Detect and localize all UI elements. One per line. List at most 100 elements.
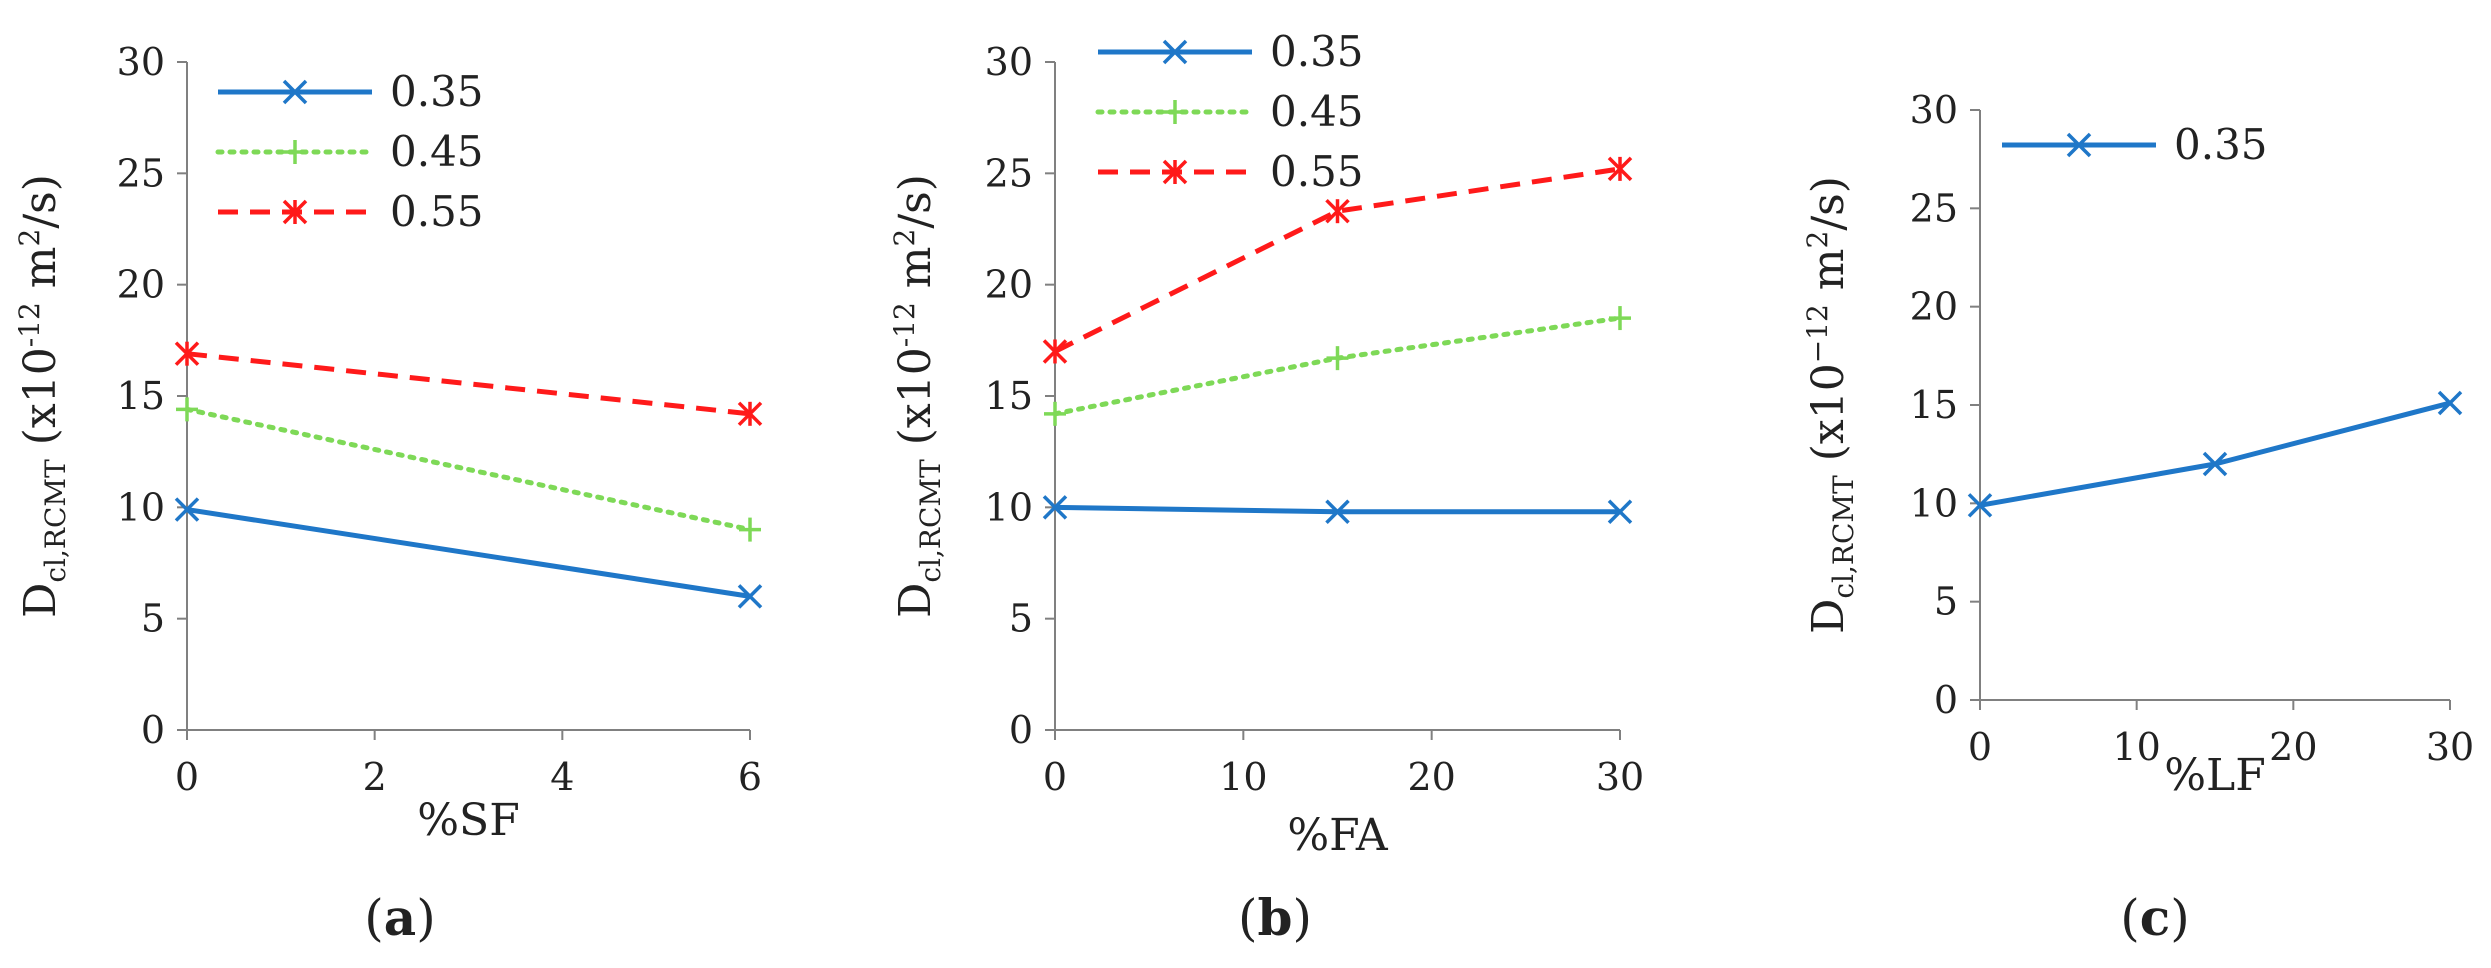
y-axis-title-subscript: cl,RCMT: [1827, 475, 1860, 599]
x-tick-label: 10: [2112, 725, 2160, 769]
data-point: [737, 584, 763, 609]
data-point: [1326, 346, 1349, 371]
series-0.55: [174, 341, 763, 427]
panel-label-open: (: [1238, 889, 1258, 947]
panel-label-open: (: [2120, 889, 2140, 947]
legend-label: 0.55: [390, 187, 484, 236]
data-point: [176, 397, 198, 422]
y-tick-label: 5: [1934, 580, 1958, 624]
y-axis-title-exponent: -12: [13, 302, 46, 347]
y-axis-title-square: 2: [13, 229, 46, 247]
y-tick-label: 15: [1910, 383, 1958, 427]
legend-item: 0.35: [218, 67, 484, 116]
panel-label-close: ): [1292, 889, 1312, 947]
x-tick-label: 20: [1407, 755, 1455, 799]
y-tick-label: 20: [985, 263, 1033, 307]
y-axis-title-square: 2: [1801, 231, 1834, 249]
data-point: [737, 401, 763, 427]
data-point: [1967, 493, 1993, 518]
y-tick-label: 30: [117, 40, 165, 84]
data-point: [174, 341, 200, 366]
data-point: [1607, 156, 1633, 182]
y-axis-title-unit: (x10: [890, 347, 941, 459]
data-point: [174, 497, 200, 522]
data-point: [1042, 339, 1068, 364]
y-axis-title-unit: (x10: [15, 347, 66, 459]
legend-label: 0.55: [1270, 147, 1364, 196]
y-tick-label: 0: [1009, 708, 1033, 752]
y-tick-label: 25: [1910, 186, 1958, 230]
legend-marker: [2066, 132, 2092, 158]
panel-label-letter: c: [2140, 888, 2170, 947]
y-axis-title: Dcl,RCMT (x10−12 m2/s): [1801, 176, 1860, 634]
y-axis-title-unit-end: /s): [890, 174, 941, 229]
series-0.35: [1042, 495, 1633, 525]
panel-label: (a): [364, 888, 435, 947]
chart-panel-b: 0 5 10 15 20 25 30 0 10 20 30 %FA Dcl,RCMT (x10-12 m…: [888, 27, 1644, 947]
y-axis-title: Dcl,RCMT (x10-12 m2/s): [13, 174, 72, 618]
series-line: [186, 507, 751, 599]
y-axis-title-unit-end: /s): [15, 174, 66, 229]
y-tick-label: 30: [1910, 88, 1958, 132]
panel-label-close: ): [2170, 889, 2190, 947]
x-tick-label: 30: [2426, 725, 2474, 769]
data-point: [1042, 495, 1068, 520]
y-axis-title-main: D: [15, 583, 66, 618]
legend-marker: [1164, 100, 1186, 124]
data-point: [2202, 451, 2228, 477]
x-tick-label: 0: [1968, 725, 1992, 769]
panel-label-letter: a: [384, 888, 416, 947]
y-tick-label: 10: [1910, 481, 1958, 525]
y-tick-label: 5: [141, 597, 165, 641]
x-axis-title: %FA: [1287, 810, 1389, 861]
legend-label: 0.35: [390, 67, 484, 116]
panel-label-open: (: [364, 889, 384, 947]
y-tick-label: 25: [117, 151, 165, 195]
legend-label: 0.45: [1270, 87, 1364, 136]
y-tick-label: 5: [1009, 597, 1033, 641]
y-tick-label: 15: [985, 374, 1033, 418]
y-tick-label: 10: [985, 485, 1033, 529]
panel-label-letter: b: [1258, 888, 1293, 947]
x-tick-label: 2: [363, 755, 387, 799]
x-tick-label: 4: [550, 755, 574, 799]
data-point: [739, 517, 761, 542]
x-tick-label: 6: [738, 755, 762, 799]
y-tick-label: 20: [1910, 285, 1958, 329]
data-point: [1325, 499, 1350, 525]
y-axis-title-subscript: cl,RCMT: [39, 459, 72, 583]
data-point: [1607, 499, 1633, 525]
y-axis-title-unit-m: m: [1803, 248, 1854, 304]
legend-marker: [1162, 39, 1188, 65]
legend-item: 0.35: [1098, 27, 1364, 76]
legend-item: 0.55: [1098, 147, 1364, 196]
data-point: [1044, 401, 1066, 426]
x-axis-title: %LF: [2164, 750, 2266, 801]
y-axis-title-main: D: [1803, 599, 1854, 634]
y-tick-label: 30: [985, 40, 1033, 84]
legend-marker: [282, 199, 308, 225]
legend-marker: [1162, 159, 1188, 185]
y-axis-title-unit: (x10: [1803, 363, 1854, 475]
x-tick-label: 0: [175, 755, 199, 799]
y-axis-title-unit-end: /s): [1803, 176, 1854, 231]
y-axis-title-main: D: [890, 583, 941, 618]
legend-label: 0.35: [2174, 120, 2268, 169]
y-axis-title-exponent: −12: [1801, 304, 1834, 363]
y-axis-title-subscript: cl,RCMT: [914, 459, 947, 583]
y-tick-label: 10: [117, 485, 165, 529]
legend-item: 0.55: [218, 187, 484, 236]
data-point: [1609, 306, 1631, 331]
y-axis-title-square: 2: [888, 229, 921, 247]
series-line: [186, 351, 751, 417]
chart-panel-c: 0 5 10 15 20 25 30 0 10 20 30 %LF Dcl,RCMT (x10−12 m…: [1801, 88, 2474, 947]
data-point: [2437, 390, 2463, 416]
series-0.45: [176, 397, 761, 542]
x-tick-label: 0: [1043, 755, 1067, 799]
legend-label: 0.35: [1270, 27, 1364, 76]
series-0.35: [174, 497, 763, 609]
legend-marker: [284, 140, 306, 164]
y-axis-title-exponent: -12: [888, 302, 921, 347]
series-line: [1053, 166, 1621, 354]
